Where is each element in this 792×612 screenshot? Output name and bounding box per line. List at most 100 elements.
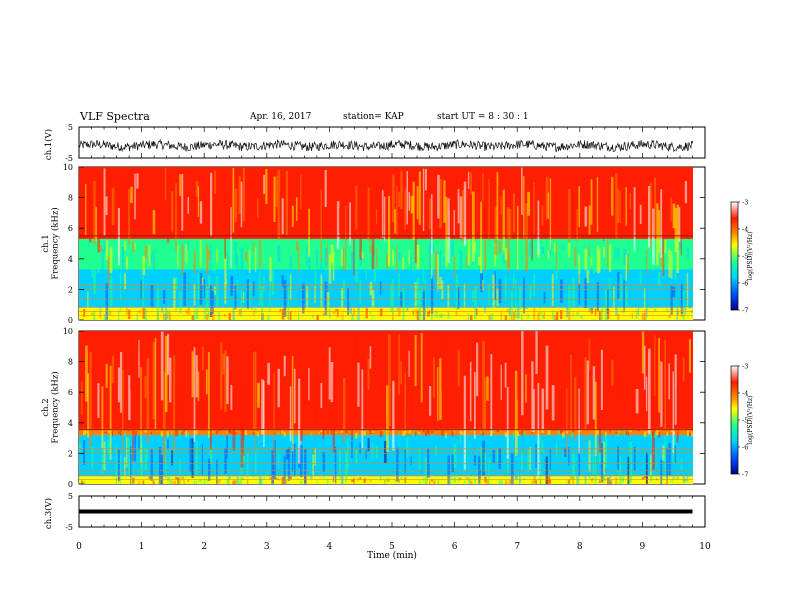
spectrogram-streak: [234, 307, 237, 318]
spectrogram-streak: [386, 478, 389, 483]
spectrogram-streak: [402, 288, 405, 320]
spectrogram-streak: [492, 449, 496, 463]
spectrogram-streak: [609, 244, 612, 272]
spectrogram-streak: [269, 257, 272, 282]
spectrogram-streak: [142, 308, 146, 319]
spectrogram-streak: [586, 447, 589, 462]
spectrogram-streak: [488, 241, 491, 262]
spectrogram-streak: [242, 292, 245, 303]
spectrogram-streak: [281, 430, 284, 434]
spectrogram-streak: [287, 287, 290, 320]
spectrogram-streak: [97, 383, 100, 419]
spectrogram-streak: [338, 352, 342, 410]
spectrogram-streak: [478, 314, 481, 320]
panel-ch1-waveform: 5 -5 ch.1(V): [43, 123, 706, 163]
spectrogram-streak: [619, 273, 622, 302]
spectrogram-streak: [164, 439, 167, 479]
spectrogram-streak: [369, 311, 372, 315]
spectrogram-streak: [295, 240, 299, 251]
spectrogram-streak: [347, 439, 349, 472]
spectrogram-streak: [199, 239, 202, 267]
spectrogram-streak: [367, 438, 370, 452]
spectrogram-streak: [457, 349, 460, 387]
spectrogram-streak: [453, 334, 455, 389]
spectrogram-streak: [275, 477, 278, 480]
spectrogram-streak: [214, 286, 216, 295]
spectrogram-streak: [205, 313, 209, 320]
spectrogram-streak: [115, 446, 118, 484]
spectrogram-streak: [220, 341, 223, 409]
spectrogram-streak: [336, 201, 340, 250]
spectrogram-streak: [398, 307, 401, 317]
spectrogram-streak: [142, 276, 144, 308]
spectrogram-streak: [234, 188, 238, 222]
spectrogram-streak: [167, 439, 169, 449]
spectrogram-streak: [119, 351, 123, 413]
spectrogram-streak: [310, 443, 313, 480]
spectrogram-streak: [318, 432, 320, 435]
figure-title: VLF Spectra: [80, 110, 150, 123]
spectrogram-streak: [396, 291, 399, 300]
spectrogram-streak: [510, 452, 514, 484]
spectrogram-streak: [230, 206, 232, 269]
spectrogram-streak: [83, 439, 86, 466]
spectrogram-streak: [654, 335, 656, 397]
spectrogram-streak: [684, 314, 688, 320]
spectrogram-streak: [371, 442, 374, 459]
spectrogram-streak: [85, 476, 88, 481]
spectrogram-streak: [240, 388, 244, 468]
spectrogram-streak: [224, 282, 227, 305]
spectrogram-streak: [345, 451, 348, 482]
spectrogram-streak: [109, 247, 113, 274]
spectrogram-streak: [469, 361, 472, 422]
spectrogram-streak: [584, 278, 587, 308]
spectrogram-streak: [357, 245, 359, 268]
spectrogram-streak: [592, 431, 596, 436]
spectrogram-streak: [635, 309, 638, 319]
spectrogram-streak: [406, 437, 409, 457]
spectrogram-streak: [255, 308, 257, 314]
spectrogram-streak: [678, 280, 681, 300]
spectrogram-streak: [490, 480, 492, 484]
spectrogram-streak: [641, 174, 644, 205]
spectrogram-streak: [383, 429, 386, 435]
spectrogram-streak: [144, 429, 147, 433]
spectrogram-streak: [359, 280, 362, 304]
spectrogram-streak: [645, 376, 648, 412]
spectrogram-streak: [297, 312, 300, 320]
spectrogram-streak: [611, 176, 614, 216]
spectrogram-streak: [504, 315, 508, 320]
spectrogram-streak: [226, 174, 228, 203]
spectrogram-streak: [639, 270, 642, 286]
spectrogram-streak: [386, 254, 388, 269]
spectrogram-streak: [93, 269, 97, 295]
spectrogram-streak: [555, 270, 558, 279]
spectrogram-streak: [414, 192, 418, 263]
spectrogram-streak: [615, 173, 618, 239]
spectrogram-streak: [115, 431, 119, 436]
y-tick-label: 0: [68, 480, 73, 489]
spectrogram-streak: [367, 313, 370, 320]
spectrogram-streak: [326, 430, 329, 434]
spectrogram-streak: [568, 479, 571, 484]
spectrogram-streak: [121, 369, 124, 451]
spectrogram-streak: [629, 441, 633, 483]
y-tick-label: -5: [65, 523, 73, 532]
spectrogram-streak: [447, 455, 450, 484]
spectrogram-streak: [212, 291, 214, 314]
spectrogram-streak: [592, 246, 596, 274]
spectrogram-streak: [283, 355, 286, 377]
spectrogram-streak: [379, 281, 382, 295]
spectrogram-streak: [171, 450, 173, 466]
spectrogram-streak: [173, 278, 176, 314]
spectrogram-streak: [302, 283, 305, 314]
spectrogram-streak: [609, 456, 611, 484]
spectrogram-streak: [181, 244, 184, 275]
spectrogram-streak: [334, 249, 337, 268]
spectrogram-streak: [109, 365, 112, 460]
spectrogram-streak: [359, 351, 361, 416]
spectrogram-streak: [508, 253, 511, 274]
spectrogram-streak: [600, 349, 603, 410]
spectrogram-streak: [656, 371, 659, 406]
spectrogram-streak: [279, 191, 282, 218]
